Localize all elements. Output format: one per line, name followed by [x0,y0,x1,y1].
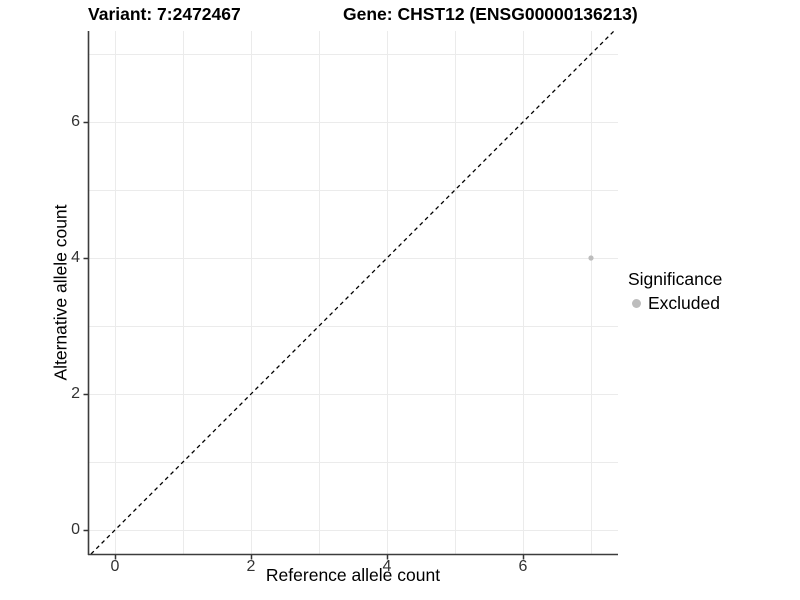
legend-title: Significance [628,269,723,289]
y-tick-label: 2 [71,385,80,402]
plot-title-variant: Variant: 7:2472467 [88,4,241,24]
x-tick-label: 0 [110,558,120,575]
x-axis-title: Reference allele count [265,565,441,585]
legend-point-icon [632,299,641,308]
legend-item-excluded: Excluded [628,293,722,314]
legend-item-label: Excluded [648,293,720,313]
y-tick-label: 4 [71,249,80,266]
x-tick-label: 2 [246,558,256,575]
y-axis-title: Alternative allele count [50,204,71,381]
y-tick-label: 0 [71,521,80,538]
legend: Significance Excluded [628,269,722,314]
data-point [588,255,594,261]
y-tick-label: 6 [71,113,80,130]
x-tick-label: 6 [518,558,528,575]
plot-title-gene: Gene: CHST12 (ENSG00000136213) [343,4,638,24]
x-tick-label: 4 [382,558,392,575]
identity-dashed-line [90,30,615,555]
